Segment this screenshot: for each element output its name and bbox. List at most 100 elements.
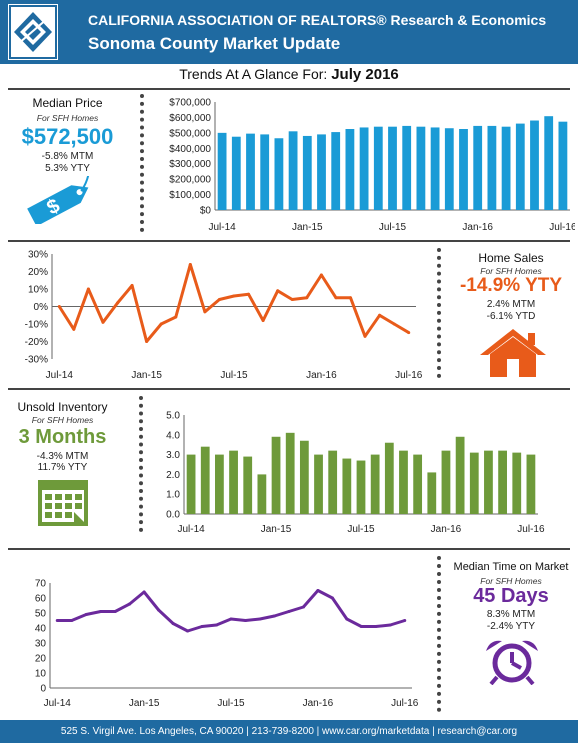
time-yty: -2.4% YTY xyxy=(486,621,536,632)
y-tick-label: 0% xyxy=(34,302,49,313)
data-point xyxy=(403,619,407,622)
x-tick-label: Jul-14 xyxy=(44,698,72,709)
data-point xyxy=(334,296,338,300)
bar xyxy=(200,446,210,514)
divider-dots-4 xyxy=(437,556,441,712)
y-tick-label: $500,000 xyxy=(169,128,211,139)
x-tick-label: Jul-15 xyxy=(347,524,375,535)
bar xyxy=(317,134,326,210)
home-sales-sub: For SFH Homes xyxy=(480,266,542,276)
bar xyxy=(444,128,454,210)
bar xyxy=(399,450,408,514)
data-point xyxy=(57,305,61,308)
series-line xyxy=(57,589,406,633)
bar xyxy=(501,126,511,210)
home-sales-mtm: 2.4% MTM xyxy=(486,299,536,310)
bar xyxy=(416,126,426,210)
divider-dots-2 xyxy=(437,248,441,378)
x-tick-label: Jan-15 xyxy=(261,524,292,535)
data-point xyxy=(215,623,219,627)
bar xyxy=(530,120,539,210)
house-icon xyxy=(478,327,548,384)
divider-dots-3 xyxy=(139,396,143,532)
y-tick-label: $200,000 xyxy=(169,175,211,186)
data-point xyxy=(243,619,247,622)
bar xyxy=(459,129,468,210)
data-point xyxy=(157,608,161,612)
calendar-icon xyxy=(34,476,94,533)
time-on-market-chart: 0 10 20 30 40 50 60 70 Jul-14 Jan-15 Jul-15 Jan-16 J… xyxy=(35,579,419,710)
bar xyxy=(544,116,554,210)
y-tick-label: 1.0 xyxy=(166,490,180,501)
data-point xyxy=(217,298,221,301)
y-tick-label: $400,000 xyxy=(169,144,211,155)
x-tick-label: Jul-15 xyxy=(379,222,407,233)
bar xyxy=(215,454,224,514)
separator-4 xyxy=(8,548,570,550)
data-point xyxy=(388,623,392,627)
x-tick-label: Jul-16 xyxy=(395,370,423,381)
data-point xyxy=(378,313,382,317)
bar xyxy=(274,138,284,210)
x-tick-label: Jan-16 xyxy=(303,698,334,709)
bar xyxy=(243,456,253,514)
data-point xyxy=(55,619,59,622)
y-tick-label: 20% xyxy=(28,267,48,278)
x-tick-label: Jan-15 xyxy=(129,698,160,709)
bar xyxy=(186,454,196,514)
data-point xyxy=(86,287,90,291)
data-point xyxy=(84,613,88,616)
data-point xyxy=(113,610,117,613)
bar xyxy=(231,136,241,210)
y-tick-label: 2.0 xyxy=(166,470,180,481)
x-tick-label: Jul-14 xyxy=(46,370,74,381)
bar xyxy=(328,450,338,514)
series-line xyxy=(58,263,410,343)
data-point xyxy=(116,301,120,305)
bar xyxy=(484,450,493,514)
data-point xyxy=(345,617,349,621)
y-tick-label: $700,000 xyxy=(169,98,211,109)
data-point xyxy=(145,340,149,343)
x-tick-label: Jul-15 xyxy=(217,698,245,709)
data-point xyxy=(128,602,132,606)
y-tick-label: -30% xyxy=(25,355,48,366)
bar xyxy=(356,460,366,514)
trend-line: Trends At A Glance For: July 2016 xyxy=(0,66,578,83)
header-title: CALIFORNIA ASSOCIATION OF REALTORS® Rese… xyxy=(88,12,547,28)
data-point xyxy=(186,629,190,633)
data-point xyxy=(200,625,204,628)
data-point xyxy=(188,263,192,266)
y-tick-label: 0.0 xyxy=(166,510,180,521)
bar xyxy=(427,472,437,514)
x-tick-label: Jul-16 xyxy=(517,524,545,535)
bar xyxy=(473,125,483,210)
y-tick-label: 4.0 xyxy=(166,430,180,441)
data-point xyxy=(276,289,280,293)
bar xyxy=(342,458,352,514)
data-point xyxy=(72,327,76,331)
home-sales-chart: -30% -20% -10% 0% 10% 20% 30% Jul-14 Jan-15 Jul-1… xyxy=(25,250,423,382)
data-point xyxy=(305,296,309,300)
bar xyxy=(373,126,383,210)
y-tick-label: $0 xyxy=(200,206,212,217)
bar xyxy=(469,452,479,514)
data-point xyxy=(101,320,105,324)
bar xyxy=(430,127,440,210)
data-point xyxy=(301,605,305,609)
inventory-yty: 11.7% YTY xyxy=(37,462,88,473)
separator-2 xyxy=(8,240,570,242)
median-price-value: $572,500 xyxy=(21,124,114,149)
data-point xyxy=(363,334,367,338)
data-point xyxy=(407,331,411,335)
bar xyxy=(526,454,536,514)
data-point xyxy=(272,614,276,618)
data-point xyxy=(159,322,163,326)
footer-bar: 525 S. Virgil Ave. Los Angeles, CA 90020… xyxy=(0,720,578,743)
data-point xyxy=(290,298,294,301)
data-point xyxy=(287,610,291,613)
bar xyxy=(413,454,423,514)
data-point xyxy=(174,315,178,319)
y-tick-label: -10% xyxy=(25,320,48,331)
bar xyxy=(229,450,238,514)
